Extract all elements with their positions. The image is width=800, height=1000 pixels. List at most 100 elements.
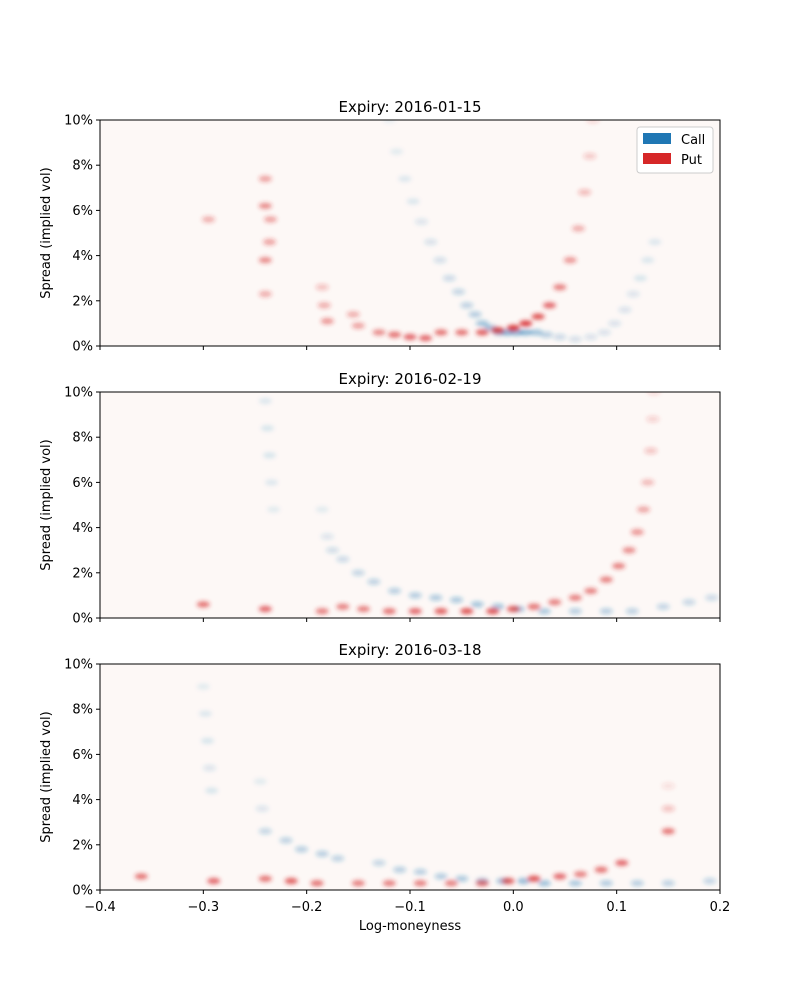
y-tick-label: 8% [72, 431, 93, 446]
put-cell-17 [455, 329, 469, 336]
put-cell-6 [408, 608, 422, 615]
call-cell-13 [393, 866, 407, 873]
put-cell-9 [320, 317, 334, 325]
y-tick-label: 10% [64, 386, 93, 401]
x-tick-label: 0.2 [710, 900, 731, 915]
x-tick-label: 0.0 [503, 900, 524, 915]
call-cell-16 [455, 875, 469, 882]
put-cell-4 [357, 605, 370, 613]
put-cell-18 [661, 782, 675, 790]
data-marks [134, 683, 717, 887]
call-cell-18 [539, 331, 553, 338]
call-cell-2 [398, 175, 412, 182]
call-cell-22 [597, 329, 611, 336]
call-cell-4 [414, 218, 428, 225]
call-cell-21 [568, 880, 582, 887]
y-tick-label: 4% [72, 249, 93, 264]
plot-background [100, 120, 720, 346]
put-cell-4 [310, 880, 324, 887]
call-cell-9 [351, 569, 365, 576]
call-cell-3 [265, 479, 278, 486]
call-cell-21 [584, 333, 598, 341]
put-cell-1 [258, 605, 272, 613]
call-cell-24 [618, 306, 632, 313]
panel-3-ylabel: Spread (implied vol) [39, 711, 54, 842]
put-cell-6 [382, 880, 396, 887]
call-cell-10 [315, 850, 329, 857]
call-cell-3 [203, 764, 216, 772]
call-cell-20 [568, 336, 582, 343]
call-cell-8 [336, 556, 350, 563]
put-cell-29 [586, 120, 600, 124]
put-cell-20 [506, 324, 520, 332]
call-cell-25 [626, 290, 640, 298]
put-cell-2 [258, 875, 272, 882]
panel-2-ylabel: Spread (implied vol) [39, 439, 54, 570]
call-cell-12 [372, 859, 386, 867]
call-cell-22 [656, 603, 670, 610]
put-cell-0 [134, 873, 148, 880]
data-marks [202, 120, 662, 343]
call-cell-25 [703, 877, 717, 885]
call-cell-7 [326, 547, 339, 554]
call-cell-23 [682, 599, 696, 606]
call-cell-15 [470, 601, 484, 608]
call-cell-10 [367, 578, 381, 585]
put-cell-0 [196, 601, 210, 608]
put-cell-8 [317, 302, 331, 309]
put-cell-18 [630, 528, 644, 536]
put-cell-5 [258, 256, 272, 264]
call-cell-17 [529, 329, 543, 336]
call-cell-16 [519, 329, 533, 336]
panel-3: Expiry: 2016-03-18 Spread (implied vol) … [39, 641, 730, 934]
call-cell-4 [267, 506, 281, 513]
call-cell-5 [424, 238, 438, 246]
call-cell-7 [442, 275, 456, 282]
call-cell-27 [641, 256, 655, 264]
call-cell-6 [433, 256, 447, 264]
y-tick-label: 6% [72, 476, 93, 491]
put-cell-13 [568, 594, 582, 601]
call-cell-2 [201, 737, 214, 744]
call-cell-19 [517, 877, 531, 885]
x-tick-label: −0.2 [291, 900, 323, 915]
put-cell-20 [641, 479, 655, 486]
x-tick-label: −0.4 [84, 900, 116, 915]
x-tick-label: −0.1 [394, 900, 426, 915]
x-tick-label: 0.1 [606, 900, 627, 915]
put-cell-3 [264, 216, 277, 223]
y-tick-label: 10% [64, 658, 93, 673]
plot-background [100, 664, 720, 890]
put-cell-21 [519, 320, 533, 327]
x-tick-label: −0.3 [188, 900, 220, 915]
put-cell-10 [501, 877, 515, 885]
panel-1-ylabel: Spread (implied vol) [39, 167, 54, 298]
call-cell-6 [255, 805, 269, 812]
call-cell-18 [537, 608, 551, 615]
plot-background [100, 392, 720, 618]
put-cell-22 [531, 313, 545, 320]
put-cell-13 [388, 331, 401, 338]
call-cell-14 [413, 868, 427, 876]
call-cell-24 [661, 880, 675, 887]
call-cell-26 [633, 275, 647, 282]
put-cell-5 [382, 608, 396, 615]
put-cell-8 [460, 608, 474, 615]
put-cell-13 [574, 871, 587, 878]
call-cell-11 [331, 855, 345, 862]
y-tick-label: 0% [72, 612, 93, 627]
put-cell-15 [615, 859, 629, 867]
put-cell-12 [372, 329, 386, 336]
put-cell-11 [527, 875, 541, 882]
put-cell-12 [548, 599, 562, 606]
put-cell-9 [486, 608, 500, 615]
y-tick-label: 0% [72, 884, 93, 899]
put-cell-1 [207, 877, 221, 885]
put-cell-2 [315, 608, 329, 615]
put-cell-28 [583, 153, 597, 160]
call-cell-9 [460, 302, 474, 309]
put-cell-3 [284, 877, 298, 885]
call-cell-10 [468, 311, 482, 318]
call-cell-23 [630, 880, 644, 887]
legend-label-put: Put [681, 153, 702, 168]
